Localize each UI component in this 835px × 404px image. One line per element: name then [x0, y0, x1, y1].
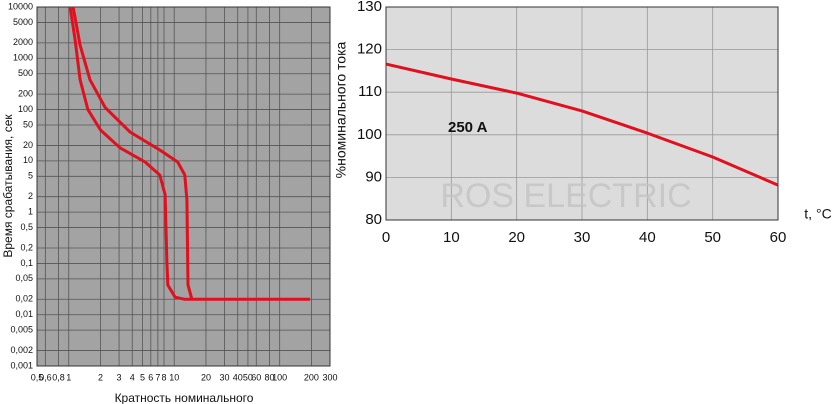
plot-border	[385, 6, 779, 221]
y-tick-label: 100	[18, 104, 33, 114]
x-tick-label: 0,8	[52, 372, 65, 382]
curve	[385, 62, 779, 187]
y-tick-label: 1	[28, 207, 33, 217]
y-axis-label: %номинального тока	[333, 41, 349, 178]
y-tick-label: 130	[357, 0, 382, 15]
x-axis-label: t, °C	[804, 206, 831, 222]
x-tick-label: 40	[639, 229, 656, 246]
annotation: 250 A	[448, 119, 488, 136]
x-tick-label: 300	[322, 372, 337, 382]
y-tick-label: 5000	[13, 17, 33, 27]
y-tick-label: 0,1	[20, 258, 33, 268]
x-tick-label: 2	[98, 372, 103, 382]
x-tick-label: 10	[169, 372, 179, 382]
x-tick-label: 7	[155, 372, 160, 382]
y-tick-label: 10000	[8, 1, 33, 11]
x-tick-label: 6	[148, 372, 153, 382]
watermark: ROS ELECTRIC	[440, 177, 691, 215]
x-tick-label: 0,6	[39, 372, 52, 382]
x-tick-label: 30	[574, 229, 591, 246]
x-tick-label: 20	[201, 372, 211, 382]
x-tick-label: 100	[272, 372, 287, 382]
y-tick-label: 2	[28, 191, 33, 201]
x-tick-label: 200	[304, 372, 319, 382]
y-tick-label: 200	[18, 89, 33, 99]
x-tick-label: 4	[130, 372, 135, 382]
x-tick-label: 10	[443, 229, 460, 246]
x-tick-label: 5	[140, 372, 145, 382]
x-tick-label: 60	[770, 229, 787, 246]
y-tick-label: 0,2	[20, 242, 33, 252]
x-tick-label: 8	[161, 372, 166, 382]
y-tick-label: 2000	[13, 37, 33, 47]
y-tick-label: 10	[23, 155, 33, 165]
x-tick-label: 50	[243, 372, 253, 382]
y-tick-label: 80	[365, 211, 382, 228]
x-tick-label: 0,5	[31, 372, 44, 382]
y-tick-label: 0,02	[15, 294, 33, 304]
x-tick-label: 80	[264, 372, 274, 382]
y-tick-label: 500	[18, 68, 33, 78]
x-tick-label: 0	[382, 229, 390, 246]
x-tick-label: 1	[66, 372, 71, 382]
y-tick-label: 0,002	[10, 345, 33, 355]
y-axis-label: Время срабатывания, сек	[1, 114, 15, 258]
x-tick-label: 40	[233, 372, 243, 382]
y-tick-label: 0,05	[15, 273, 33, 283]
x-tick-label: 50	[704, 229, 721, 246]
y-tick-label: 0,005	[10, 325, 33, 335]
plot-border	[36, 6, 331, 367]
curve	[71, 6, 194, 300]
x-tick-label: 3	[117, 372, 122, 382]
y-tick-label: 0,5	[20, 222, 33, 232]
y-tick-label: 50	[23, 119, 33, 129]
x-tick-label: 60	[251, 372, 261, 382]
x-tick-label: 30	[220, 372, 230, 382]
y-tick-label: 5	[28, 171, 33, 181]
y-tick-label: 0,01	[15, 309, 33, 319]
y-tick-label: 20	[23, 140, 33, 150]
x-axis-label: Кратность номинального	[115, 391, 254, 404]
plot-area	[37, 7, 330, 366]
y-tick-label: 90	[365, 168, 382, 185]
y-tick-label: 1000	[13, 53, 33, 63]
y-tick-label: 110	[358, 83, 382, 100]
x-tick-label: 20	[508, 229, 525, 246]
y-tick-label: 120	[357, 41, 382, 58]
y-tick-label: 100	[357, 126, 382, 143]
y-tick-label: 0,001	[10, 360, 33, 370]
curve	[68, 6, 310, 301]
